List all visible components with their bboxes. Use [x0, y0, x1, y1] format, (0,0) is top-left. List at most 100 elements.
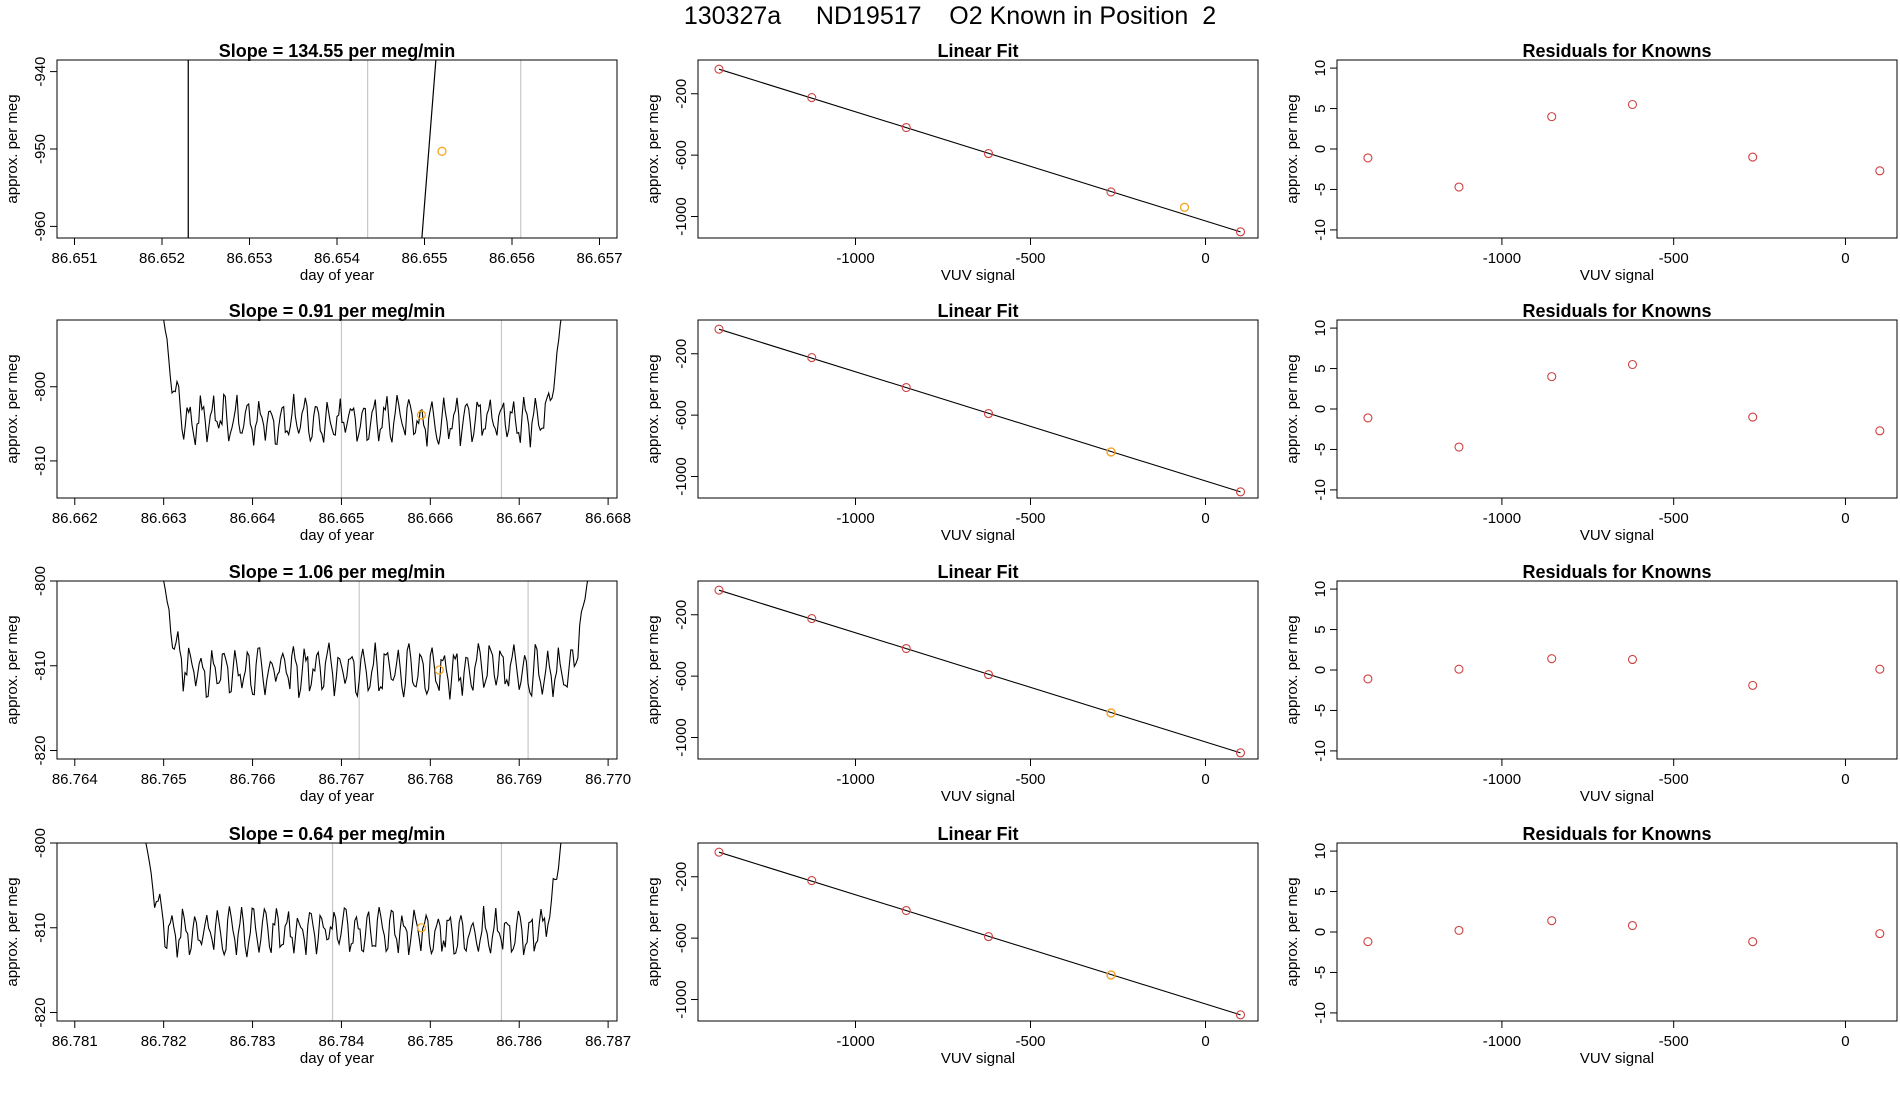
y-tick-label: -600: [673, 140, 690, 170]
panel-r3-c2: Residuals for Knowns -1000 -500 0 VUV signal…: [1284, 824, 1898, 1067]
y-tick-label: -800: [32, 828, 49, 858]
fit-line: [718, 328, 1241, 493]
plot-area: [163, 320, 562, 448]
plot-area: [1363, 916, 1885, 947]
highlight-point: [416, 410, 427, 420]
y-tick-label: -810: [32, 446, 49, 476]
data-point: [807, 353, 817, 363]
panel-r1-c0: Slope = 0.91 per meg/min 86.662 86.663 86.6…: [4, 301, 631, 544]
y-tick-label: 5: [1312, 625, 1329, 633]
plot-area: [145, 843, 562, 958]
plot-area: [1363, 654, 1885, 690]
data-point: [1547, 654, 1557, 664]
x-tick-label: 86.662: [52, 510, 98, 527]
highlight-point: [1106, 447, 1116, 457]
x-tick-label: 86.664: [230, 510, 276, 527]
data-point: [1454, 664, 1464, 674]
data-point: [983, 932, 994, 942]
x-tick-label: -500: [1015, 510, 1045, 527]
fit-line: [718, 589, 1241, 754]
y-tick-label: -810: [32, 913, 49, 943]
plot-area: [1363, 99, 1885, 192]
y-axis-label: approx. per meg: [4, 615, 21, 724]
plot-area: [714, 64, 1246, 237]
x-axis-label: VUV signal: [941, 527, 1015, 544]
x-tick-label: 86.665: [318, 510, 364, 527]
plot-area: [714, 585, 1246, 758]
data-point: [1363, 413, 1373, 423]
plot-frame: [56, 842, 618, 1022]
data-point: [1106, 187, 1116, 197]
x-axis-label: VUV signal: [1580, 267, 1654, 284]
data-point: [1748, 412, 1758, 422]
y-tick-label: -10: [1312, 1002, 1329, 1024]
y-tick-label: -200: [673, 600, 690, 630]
y-tick-label: 0: [1312, 145, 1329, 153]
data-point: [1748, 937, 1758, 947]
highlight-point: [416, 923, 427, 933]
x-tick-label: 86.786: [496, 1033, 542, 1050]
panel-title: Residuals for Knowns: [1522, 301, 1711, 321]
y-axis-label: approx. per meg: [645, 354, 662, 463]
y-tick-label: 5: [1312, 887, 1329, 895]
data-point: [1875, 166, 1885, 176]
plot-frame: [56, 59, 618, 239]
data-point: [714, 585, 724, 595]
y-tick-label: -5: [1312, 966, 1329, 979]
x-tick-label: 86.663: [141, 510, 187, 527]
data-point: [1454, 925, 1464, 935]
panel-r1-c1: Linear Fit -1000 -500 0 VUV signal -1000 -600 -…: [645, 301, 1259, 544]
x-tick-label: -1000: [1483, 771, 1521, 788]
plot-area: [163, 581, 589, 700]
data-point: [1627, 920, 1638, 931]
fit-line: [718, 68, 1241, 233]
panel-r1-c2: Residuals for Knowns -1000 -500 0 VUV signal…: [1284, 301, 1898, 544]
data-point: [1627, 99, 1638, 110]
plot-frame: [1336, 842, 1898, 1022]
data-point: [1235, 487, 1246, 497]
y-tick-label: -810: [32, 651, 49, 681]
y-tick-label: -5: [1312, 443, 1329, 456]
x-axis-label: day of year: [300, 1050, 374, 1067]
data-point: [901, 643, 911, 654]
y-tick-label: -200: [673, 339, 690, 369]
plot-frame: [56, 319, 618, 499]
y-axis-label: approx. per meg: [645, 94, 662, 203]
y-tick-label: -600: [673, 923, 690, 953]
x-tick-label: -1000: [836, 510, 874, 527]
series-line: [421, 60, 437, 238]
x-axis-label: day of year: [300, 267, 374, 284]
y-tick-label: -800: [32, 566, 49, 596]
plot-frame: [697, 580, 1259, 760]
plot-frame: [697, 319, 1259, 499]
signal-trace: [163, 320, 562, 448]
panel-title: Slope = 1.06 per meg/min: [229, 562, 446, 582]
y-tick-label: -800: [32, 372, 49, 402]
y-axis-label: approx. per meg: [1284, 877, 1301, 986]
x-tick-label: 86.770: [585, 771, 631, 788]
x-tick-label: 86.784: [318, 1033, 364, 1050]
plot-frame: [1336, 319, 1898, 499]
x-tick-label: 86.767: [318, 771, 364, 788]
y-axis-label: approx. per meg: [645, 877, 662, 986]
panel-title: Residuals for Knowns: [1522, 562, 1711, 582]
x-tick-label: -1000: [836, 1033, 874, 1050]
y-tick-label: -10: [1312, 219, 1329, 241]
data-point: [1235, 227, 1246, 237]
plot-frame: [1336, 580, 1898, 760]
highlight-point: [1106, 708, 1116, 718]
data-point: [983, 149, 994, 159]
x-tick-label: -1000: [1483, 1033, 1521, 1050]
data-point: [901, 122, 911, 133]
x-tick-label: -500: [1659, 1033, 1689, 1050]
y-tick-label: -1000: [673, 980, 690, 1018]
data-point: [1875, 426, 1885, 436]
y-tick-label: 5: [1312, 104, 1329, 112]
data-point: [714, 847, 724, 857]
x-tick-label: 86.769: [496, 771, 542, 788]
data-point: [1235, 748, 1246, 758]
panel-r0-c2: Residuals for Knowns -1000 -500 0 VUV signal…: [1284, 41, 1898, 284]
data-point: [1454, 442, 1464, 452]
x-tick-label: -500: [1015, 1033, 1045, 1050]
panel-r3-c0: Slope = 0.64 per meg/min 86.781 86.782 86.7…: [4, 824, 631, 1067]
